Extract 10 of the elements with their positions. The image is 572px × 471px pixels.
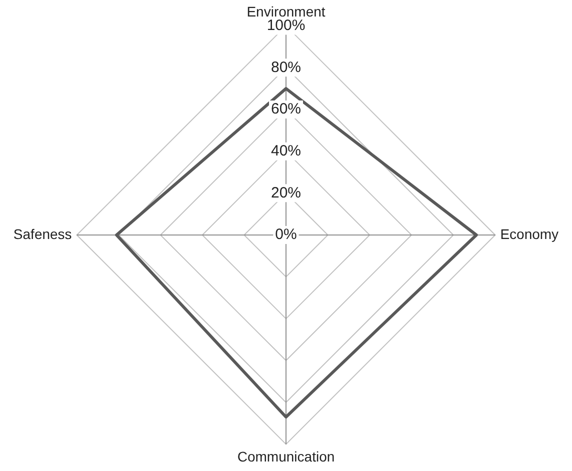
spoke-label: Economy — [500, 226, 559, 242]
spoke-label: Safeness — [13, 226, 72, 242]
y-tick-label: 60% — [270, 100, 302, 118]
y-tick-label: 40% — [270, 142, 302, 160]
y-tick-label: 0% — [275, 226, 297, 244]
y-tick-label: 80% — [270, 58, 302, 76]
y-tick-label: 20% — [270, 184, 302, 202]
spoke-label: Environment — [246, 3, 326, 20]
y-tick-label: 100% — [266, 16, 306, 34]
spoke-label: Communication — [237, 448, 335, 464]
